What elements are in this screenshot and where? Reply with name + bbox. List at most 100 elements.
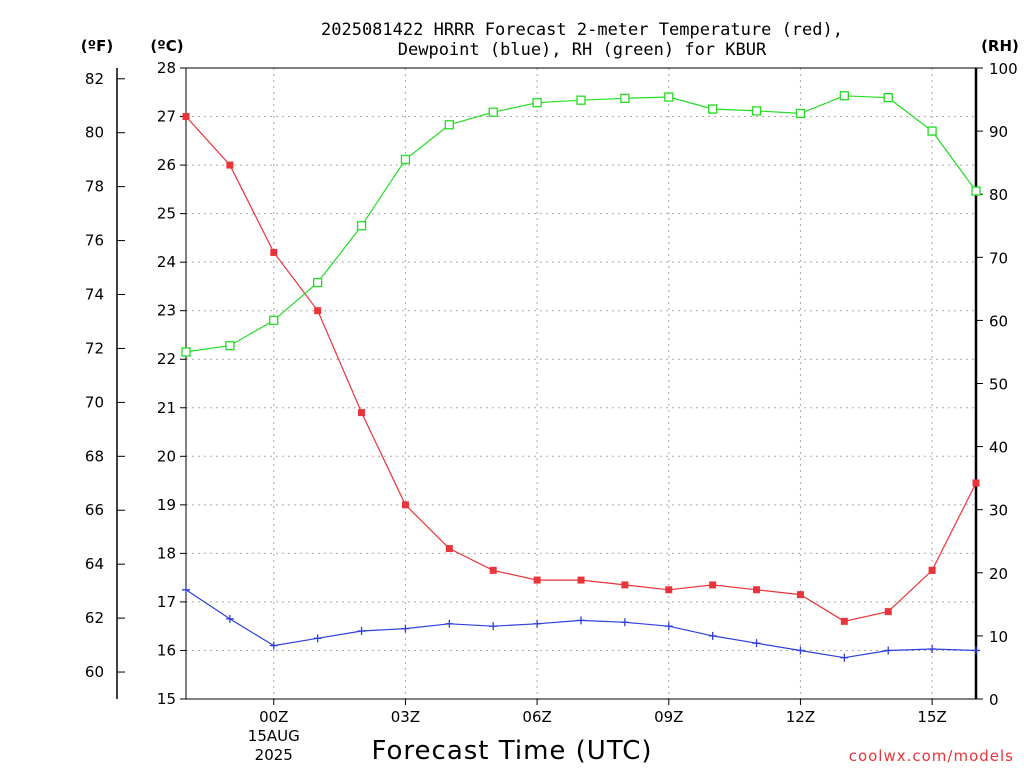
fahrenheit-tick-label: 78 — [85, 178, 104, 196]
rh-point — [576, 95, 586, 105]
temperature-point — [665, 586, 673, 594]
dewpoint-point — [928, 645, 937, 654]
rh-point — [181, 347, 191, 357]
fahrenheit-tick-label: 82 — [85, 70, 104, 88]
rh-series — [181, 91, 981, 357]
rh-point — [664, 92, 674, 102]
rh-tick-label: 40 — [989, 439, 1008, 457]
rh-axis: 0 10 20 30 40 50 60 70 80 90 100 — [976, 60, 1018, 709]
x-tick-label: 15Z — [917, 708, 946, 726]
fahrenheit-tick-label: 70 — [85, 393, 104, 411]
rh-point — [795, 108, 806, 119]
fahrenheit-tick-label: 74 — [85, 286, 104, 304]
celsius-tick-label: 16 — [157, 641, 176, 659]
dewpoint-point — [972, 646, 980, 655]
series-layer — [181, 91, 981, 662]
x-axis-title: Forecast Time (UTC) — [371, 736, 652, 766]
rh-tick-label: 30 — [989, 502, 1008, 520]
rh-tick-label: 80 — [989, 186, 1008, 204]
celsius-tick-label: 21 — [157, 399, 176, 417]
temperature-point — [445, 545, 453, 553]
rh-point — [488, 107, 498, 117]
temperature-point — [577, 576, 585, 584]
rh-point — [927, 126, 937, 136]
dewpoint-point — [884, 646, 893, 655]
celsius-tick-label: 19 — [157, 496, 176, 514]
temperature-point — [621, 581, 629, 589]
dewpoint-point — [752, 639, 761, 648]
dewpoint-point — [708, 631, 717, 640]
temperature-point — [972, 479, 980, 487]
dewpoint-point — [269, 641, 278, 650]
x-tick-label: 06Z — [522, 708, 551, 726]
dewpoint-point — [401, 624, 410, 633]
fahrenheit-tick-label: 72 — [85, 339, 104, 357]
celsius-unit-label: (ºC) — [150, 37, 183, 55]
rh-point — [269, 315, 279, 326]
rh-point — [839, 91, 849, 101]
rh-point — [225, 340, 235, 351]
dewpoint-point — [182, 585, 190, 594]
fahrenheit-axis: 60 62 64 66 68 70 72 74 76 78 80 82 — [85, 70, 125, 681]
dewpoint-point — [445, 619, 454, 628]
x-tick-label: 00Z — [259, 708, 288, 726]
rh-tick-label: 0 — [989, 691, 999, 709]
fahrenheit-tick-label: 66 — [85, 501, 104, 519]
rh-point — [356, 221, 367, 231]
rh-line — [185, 95, 977, 353]
dewpoint-point — [577, 616, 585, 625]
title-line-2: Dewpoint (blue), RH (green) for KBUR — [398, 40, 767, 60]
temperature-point — [796, 591, 804, 599]
fahrenheit-tick-label: 60 — [85, 663, 104, 681]
x-tick-label: 09Z — [654, 708, 683, 726]
credit-label: coolwx.com/models — [849, 747, 1014, 765]
rh-tick-label: 10 — [989, 628, 1008, 646]
dewpoint-point — [533, 619, 542, 628]
temperature-point — [709, 581, 717, 589]
celsius-tick-label: 22 — [157, 350, 176, 368]
rh-point — [883, 93, 893, 103]
dewpoint-point — [313, 634, 322, 643]
temperature-point — [401, 501, 409, 509]
temperature-series — [182, 113, 980, 625]
rh-tick-label: 100 — [989, 60, 1018, 78]
temperature-point — [840, 617, 848, 625]
rh-point — [444, 120, 454, 130]
temperature-point — [884, 608, 892, 616]
grid-lines — [186, 68, 976, 699]
x-tick-sublabel: 15AUG — [248, 727, 300, 745]
celsius-tick-label: 18 — [157, 544, 176, 562]
rh-point — [751, 106, 762, 116]
rh-point — [620, 93, 630, 103]
temperature-point — [270, 248, 278, 256]
temperature-point — [753, 586, 761, 594]
fahrenheit-tick-label: 80 — [85, 124, 104, 142]
fahrenheit-tick-label: 62 — [85, 609, 104, 627]
temperature-point — [226, 161, 234, 169]
rh-tick-label: 90 — [989, 123, 1008, 141]
celsius-tick-label: 25 — [157, 205, 176, 223]
temperature-point — [928, 566, 936, 574]
temperature-point — [182, 113, 190, 121]
x-tick-sublabel: 2025 — [255, 746, 293, 764]
celsius-tick-label: 28 — [157, 59, 176, 77]
dewpoint-point — [664, 622, 673, 631]
fahrenheit-tick-label: 76 — [85, 232, 104, 250]
dewpoint-point — [225, 614, 234, 623]
dewpoint-point — [357, 627, 366, 636]
temperature-point — [533, 576, 541, 584]
chart-title: 2025081422 HRRR Forecast 2-meter Tempera… — [321, 20, 843, 60]
celsius-tick-label: 24 — [157, 253, 176, 271]
temperature-point — [314, 307, 322, 315]
dewpoint-point — [840, 653, 849, 662]
temperature-line — [185, 116, 977, 622]
rh-point — [971, 186, 981, 196]
rh-tick-label: 60 — [989, 312, 1008, 330]
rh-tick-label: 20 — [989, 565, 1008, 583]
rh-tick-label: 50 — [989, 376, 1008, 394]
celsius-tick-label: 26 — [157, 156, 176, 174]
celsius-tick-label: 23 — [157, 302, 176, 320]
celsius-tick-label: 15 — [157, 690, 176, 708]
